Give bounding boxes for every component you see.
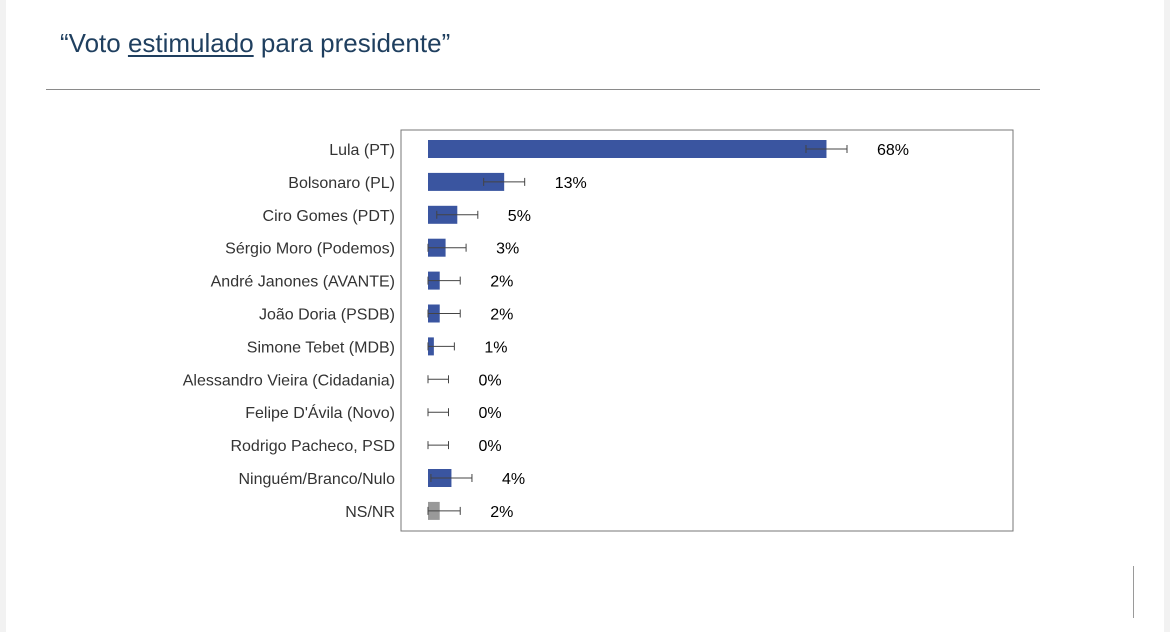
title-open: “Voto: [60, 28, 128, 58]
data-label: 5%: [508, 208, 531, 225]
data-label: 3%: [496, 241, 519, 258]
bar: [428, 172, 505, 191]
bar: [428, 140, 827, 158]
error-bar: [427, 506, 461, 515]
category-label: Felipe D'Ávila (Novo): [245, 403, 395, 422]
error-bar: [427, 375, 450, 384]
category-label: Rodrigo Pacheco, PSD: [230, 438, 395, 455]
category-label: Alessandro Vieira (Cidadania): [183, 372, 395, 389]
error-bar: [483, 177, 526, 186]
error-bar: [430, 474, 473, 482]
category-label: André Janones (AVANTE): [211, 274, 395, 291]
error-bar: [427, 243, 467, 252]
title-divider: [46, 89, 1040, 90]
title-underlined-word: estimulado: [127, 28, 254, 58]
corner-line: [1133, 566, 1134, 618]
plot-frame: [400, 129, 1014, 532]
data-label: 2%: [490, 274, 513, 291]
error-bar: [427, 441, 450, 450]
category-label: Ciro Gomes (PDT): [263, 208, 395, 225]
category-label: Sérgio Moro (Podemos): [225, 241, 395, 258]
slide-title: “Voto estimulado para presidente”: [60, 28, 450, 59]
data-label: 68%: [877, 142, 909, 159]
error-bar: [427, 309, 461, 318]
category-label: Ninguém/Branco/Nulo: [238, 471, 395, 488]
category-label: Simone Tebet (MDB): [247, 339, 395, 356]
data-label: 4%: [502, 471, 525, 488]
error-bar: [427, 342, 455, 351]
error-bar: [805, 145, 848, 153]
data-label: 0%: [479, 405, 502, 422]
error-bar: [427, 276, 461, 285]
slide: “Voto estimulado para presidente”: [6, 0, 1164, 632]
data-label: 0%: [479, 372, 502, 389]
category-label: NS/NR: [345, 504, 395, 521]
category-label: Lula (PT): [329, 142, 395, 159]
error-bar: [427, 408, 450, 417]
data-label: 2%: [490, 307, 513, 324]
data-label: 13%: [555, 175, 587, 192]
category-label: Bolsonaro (PL): [288, 175, 395, 192]
data-label: 0%: [479, 438, 502, 455]
title-close: para presidente”: [253, 28, 451, 58]
data-label: 2%: [490, 504, 513, 521]
error-bar: [436, 210, 479, 219]
category-label: João Doria (PSDB): [259, 307, 395, 324]
data-label: 1%: [484, 339, 507, 356]
